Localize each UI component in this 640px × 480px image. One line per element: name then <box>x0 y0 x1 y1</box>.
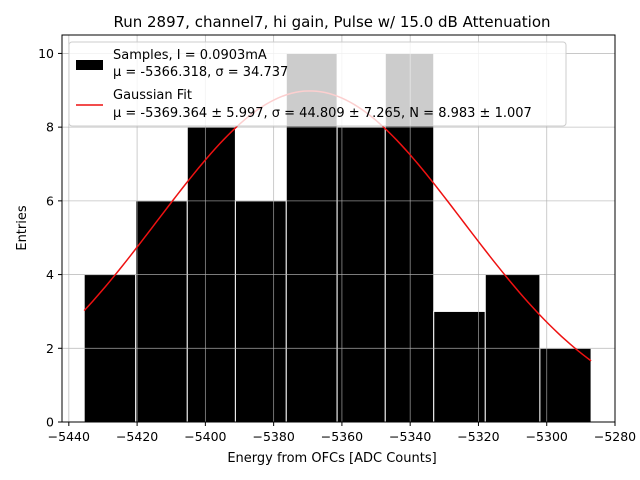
x-tick-label: −5440 <box>48 429 90 444</box>
x-tick-label: −5300 <box>526 429 568 444</box>
y-tick-label: 10 <box>38 46 54 61</box>
x-tick-label: −5280 <box>594 429 636 444</box>
x-tick-label: −5380 <box>252 429 294 444</box>
y-tick-label: 2 <box>46 341 54 356</box>
x-tick-label: −5400 <box>184 429 226 444</box>
y-axis-label: Entries <box>15 205 30 251</box>
histogram-bar <box>234 200 287 423</box>
histogram-bar <box>539 347 592 423</box>
legend-samples-label: Samples, I = 0.0903mA <box>113 48 267 63</box>
legend-fit-label: Gaussian Fit <box>113 88 192 103</box>
x-axis-ticks: −5440 −5420 −5400 −5380 −5360 −5340 −5320 −5300… <box>48 422 636 444</box>
legend: Samples, I = 0.0903mA μ = -5366.318, σ =… <box>68 41 567 127</box>
y-axis-ticks: 0 2 4 6 8 10 <box>38 46 62 430</box>
x-tick-label: −5340 <box>389 429 431 444</box>
x-axis-label: Energy from OFCs [ADC Counts] <box>227 451 436 466</box>
y-tick-label: 8 <box>46 120 54 135</box>
x-tick-label: −5420 <box>116 429 158 444</box>
legend-samples-stats: μ = -5366.318, σ = 34.737 <box>113 65 288 80</box>
chart-title: Run 2897, channel7, hi gain, Pulse w/ 15… <box>113 13 550 31</box>
legend-fit-stats: μ = -5369.364 ± 5.997, σ = 44.809 ± 7.26… <box>113 106 532 121</box>
legend-samples-swatch <box>76 60 103 70</box>
y-tick-label: 6 <box>46 193 54 208</box>
y-tick-label: 0 <box>46 415 54 430</box>
y-tick-label: 4 <box>46 267 54 282</box>
plot-frame <box>61 34 616 423</box>
x-tick-label: −5320 <box>457 429 499 444</box>
legend-box <box>68 41 567 127</box>
histogram-bar <box>433 310 486 423</box>
histogram-bar <box>135 200 188 423</box>
x-tick-label: −5360 <box>321 429 363 444</box>
